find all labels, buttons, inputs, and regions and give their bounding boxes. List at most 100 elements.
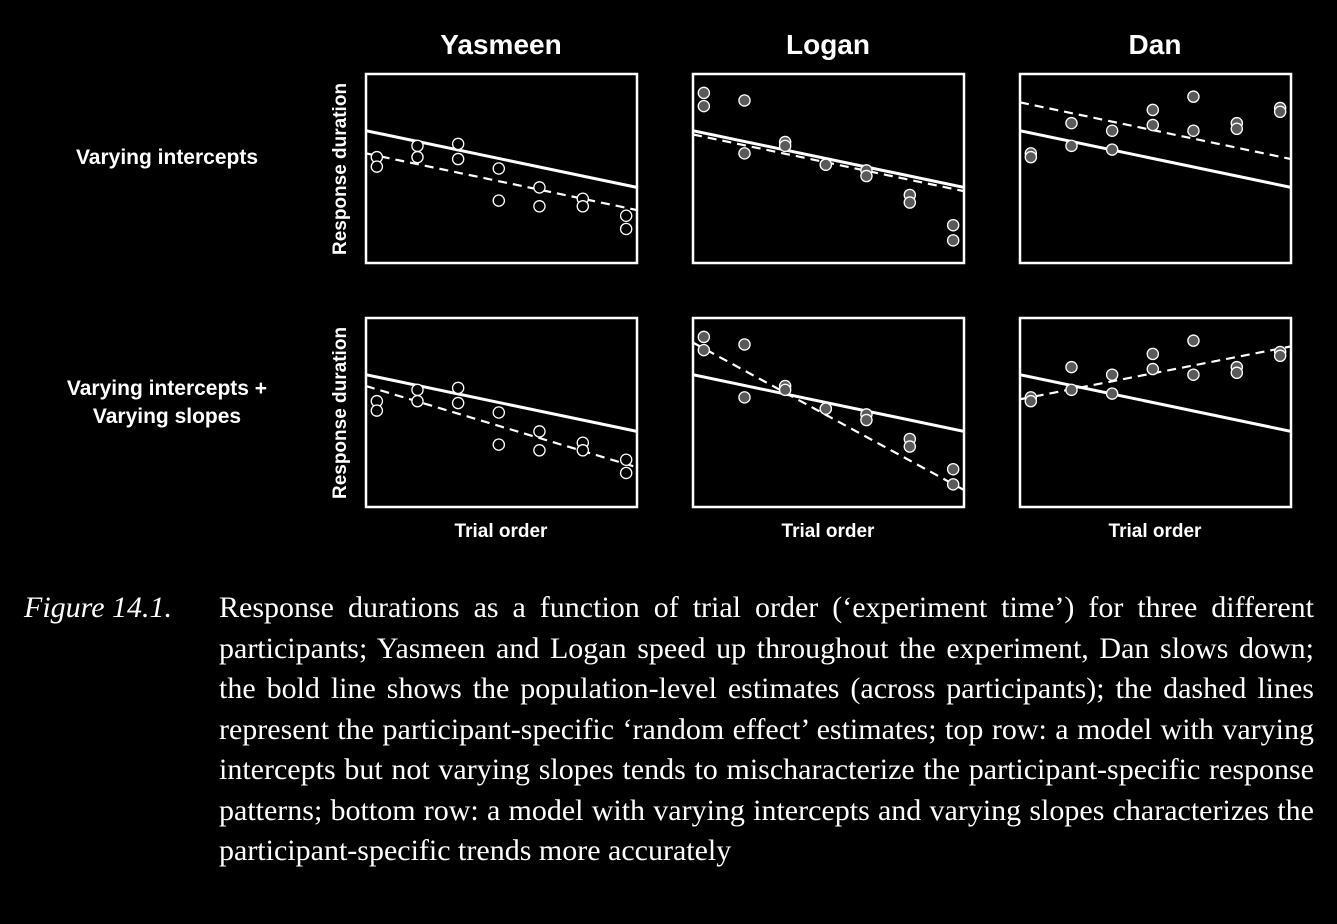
data-point	[1187, 334, 1200, 347]
data-point	[1105, 387, 1119, 400]
panel-frame	[1018, 316, 1293, 509]
data-point	[697, 86, 711, 100]
y-axis-label-top: Response duration	[330, 83, 351, 255]
data-point	[619, 466, 633, 480]
panel-dan-row-2	[1018, 316, 1293, 509]
data-point	[451, 137, 465, 151]
population-line	[693, 373, 964, 433]
data-point	[1065, 383, 1078, 397]
panel-yasmeen-row-1	[364, 72, 639, 265]
data-point	[1146, 347, 1160, 361]
x-axis-label-dan: Trial order	[1109, 521, 1203, 542]
panel-logan-row-1	[691, 72, 966, 265]
data-point	[1146, 118, 1160, 132]
data-point	[778, 383, 792, 397]
participant-line-yasmeen	[366, 384, 637, 469]
data-point	[738, 338, 751, 351]
row-label-varying-intercepts: Varying intercepts	[76, 146, 258, 169]
data-point	[697, 330, 711, 344]
data-point	[1024, 150, 1038, 164]
caption-text: Response durations as a function of tria…	[219, 591, 1314, 867]
participant-line-logan	[693, 341, 964, 491]
data-point	[492, 162, 506, 175]
panel-frame	[691, 316, 966, 509]
panel-frame	[691, 72, 966, 265]
panel-frame	[364, 316, 639, 509]
data-point	[1065, 116, 1078, 130]
data-point	[411, 394, 424, 408]
panel-dan-row-1	[1018, 72, 1293, 265]
data-point	[819, 402, 833, 415]
figure-14-1-panels: Yasmeen Logan Dan Varying intercepts Var…	[67, 29, 1293, 542]
data-point	[492, 438, 506, 451]
population-line	[1020, 129, 1291, 189]
column-title-yasmeen: Yasmeen	[440, 29, 561, 60]
data-point	[533, 200, 546, 213]
data-point	[576, 200, 590, 213]
data-point	[1273, 105, 1287, 119]
data-point	[1187, 368, 1200, 381]
data-point	[946, 462, 960, 476]
data-point	[946, 218, 960, 232]
data-point	[778, 139, 792, 153]
data-point	[1105, 124, 1119, 137]
data-point	[819, 158, 833, 171]
data-point	[1230, 122, 1244, 136]
caption-label: Figure 14.1.	[24, 591, 173, 624]
data-point	[1065, 360, 1078, 374]
data-point	[903, 440, 917, 453]
data-point	[1024, 394, 1038, 408]
column-title-logan: Logan	[786, 29, 870, 60]
data-point	[411, 139, 424, 153]
x-axis-label-logan: Trial order	[782, 521, 876, 542]
panel-yasmeen-row-2	[364, 316, 639, 509]
data-point	[411, 150, 424, 164]
row-label-line-2: Varying slopes	[93, 405, 241, 428]
data-point	[576, 444, 590, 457]
panel-logan-row-2	[691, 316, 966, 509]
row-label-varying-intercepts-slopes: Varying intercepts + Varying slopes	[67, 377, 267, 428]
data-point	[697, 99, 711, 113]
data-point	[451, 381, 465, 395]
data-point	[860, 413, 873, 427]
data-point	[738, 94, 751, 107]
data-point	[860, 169, 873, 183]
figure-caption: Figure 14.1. Response durations as a fun…	[24, 588, 1314, 872]
data-point	[1230, 366, 1244, 380]
data-point	[619, 222, 633, 236]
panels-group	[364, 72, 1293, 509]
data-point	[533, 181, 546, 194]
data-point	[451, 396, 465, 410]
data-point	[619, 453, 633, 466]
data-point	[619, 209, 633, 222]
data-point	[1146, 362, 1160, 376]
data-point	[411, 383, 424, 397]
population-line	[366, 129, 637, 189]
data-point	[946, 478, 960, 491]
column-title-dan: Dan	[1129, 29, 1182, 60]
data-point	[1187, 90, 1200, 103]
data-point	[1146, 103, 1160, 117]
data-point	[1105, 143, 1119, 156]
data-point	[1187, 124, 1200, 137]
panel-frame	[364, 72, 639, 265]
data-point	[370, 160, 384, 173]
population-line	[1020, 373, 1291, 433]
data-point	[946, 234, 960, 247]
participant-line-dan	[1020, 101, 1291, 161]
population-line	[693, 129, 964, 189]
data-point	[738, 391, 751, 404]
data-point	[451, 152, 465, 166]
data-point	[370, 404, 384, 417]
y-axis-label-bottom: Response duration	[330, 327, 351, 499]
data-point	[533, 425, 546, 438]
population-line	[366, 373, 637, 433]
panel-frame	[1018, 72, 1293, 265]
participant-line-yasmeen	[366, 152, 637, 212]
x-axis-label-yasmeen: Trial order	[455, 521, 549, 542]
data-point	[738, 147, 751, 160]
data-point	[697, 343, 711, 357]
row-label-line-1: Varying intercepts +	[67, 377, 267, 400]
data-point	[533, 444, 546, 457]
data-point	[1273, 349, 1287, 363]
